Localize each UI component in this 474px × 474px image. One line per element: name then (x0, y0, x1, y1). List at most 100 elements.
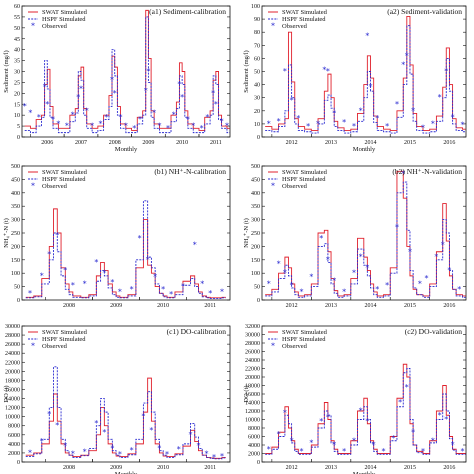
observed-point: * (326, 413, 330, 422)
y-tick-label: 14000 (5, 397, 20, 403)
observed-point: * (55, 231, 59, 240)
observed-point: * (130, 446, 134, 455)
y-tick-label: 35 (14, 59, 20, 65)
y-tick-label: 450 (11, 177, 20, 183)
observed-point: * (63, 266, 67, 275)
observed-point: * (45, 100, 49, 109)
x-tick-label: 2006 (41, 140, 53, 146)
observed-point: * (220, 287, 224, 296)
legend-label-hspf: HSPF Simulated (42, 336, 86, 343)
observed-point: * (214, 100, 218, 109)
y-tick-label: 150 (11, 258, 20, 264)
y-tick-label: 25 (14, 80, 20, 86)
observed-point: * (342, 118, 346, 127)
observed-point: * (204, 449, 208, 458)
plot-area: ******* *************** *** (265, 363, 466, 456)
legend-label-swat: SWAT Simulated (42, 9, 88, 16)
observed-point: * (110, 76, 114, 85)
x-axis-label: Monthly (353, 146, 376, 153)
observed-point: * (444, 415, 448, 424)
hspf-series-line (25, 366, 226, 460)
hspf-series-line (25, 200, 226, 299)
observed-point: * (37, 113, 41, 122)
observed-point: * (146, 67, 150, 76)
y-tick-label: 30000 (245, 333, 260, 339)
observed-point: * (326, 255, 330, 264)
observed-point: * (451, 441, 455, 450)
chart-panel-6: 0 2000 4000 6000 8000 10000 12000 14000 16000 180… (243, 324, 467, 474)
legend-label-hspf: HSPF Simulated (42, 16, 86, 23)
y-tick-label: 0 (17, 135, 20, 141)
observed-point: * (277, 117, 281, 126)
observed-point: * (40, 271, 44, 280)
hspf-series-line (265, 368, 466, 455)
y-tick-label: 150 (251, 258, 260, 264)
y-tick-label: 30000 (5, 324, 20, 330)
x-tick-label: 2008 (63, 465, 75, 471)
legend-marker-observed: * (271, 22, 275, 31)
observed-point: * (352, 122, 356, 131)
y-tick-label: 0 (17, 460, 20, 466)
observed-point: * (267, 445, 271, 454)
observed-point: * (441, 241, 445, 250)
chart-panel-5: 0 2000 4000 6000 8000 10000 12000 14000 16000 180… (3, 324, 231, 474)
panel-title: (b1) NH⁺-N-calibration (154, 167, 226, 176)
y-tick-label: 350 (251, 204, 260, 210)
observed-point: * (365, 32, 369, 41)
observed-point: * (43, 82, 47, 91)
observed-point: * (23, 102, 27, 111)
swat-series-line (265, 16, 466, 131)
y-tick-label: 450 (251, 177, 260, 183)
panel-title: (a2) Sediment-validation (387, 7, 462, 16)
y-tick-label: 18000 (5, 378, 20, 384)
legend-label-swat: SWAT Simulated (42, 169, 88, 176)
x-tick-label: 2009 (110, 303, 122, 309)
x-tick-label: 2013 (325, 303, 337, 309)
observed-point: * (425, 274, 429, 283)
y-tick-label: 26000 (245, 350, 260, 356)
y-tick-label: 0 (17, 298, 20, 304)
plot-area: * * * * * * * * * * * * * * * * * * * * * * (25, 366, 226, 462)
observed-point: * (322, 66, 326, 75)
observed-point: * (220, 452, 224, 461)
observed-point: * (153, 273, 157, 282)
x-tick-label: 2015 (404, 303, 416, 309)
y-tick-label: 10 (14, 113, 20, 119)
observed-point: * (434, 253, 438, 262)
observed-point: * (359, 407, 363, 416)
y-tick-label: 6000 (8, 433, 20, 439)
legend-label-hspf: HSPF Simulated (282, 176, 326, 183)
plot-area: * ***** ** *** *********** ***** (265, 16, 466, 134)
y-tick-label: 20 (254, 109, 260, 115)
observed-point: * (172, 111, 176, 120)
observed-point: * (193, 241, 197, 250)
observed-point: * (200, 124, 204, 133)
observed-point: * (359, 253, 363, 262)
observed-point: * (141, 412, 145, 421)
observed-point: * (438, 93, 442, 102)
chart-panel-2: 0 10 20 30 40 50 60 70 80 90 100 2012 2013 2014 2015 20… (243, 4, 467, 153)
y-tick-label: 100 (251, 4, 260, 10)
y-tick-label: 20000 (245, 375, 260, 381)
observed-point: * (191, 122, 195, 131)
observed-point: * (83, 448, 87, 457)
observed-point: * (460, 447, 464, 456)
hspf-series-line (24, 16, 230, 134)
observed-point: * (177, 445, 181, 454)
observed-point: * (460, 121, 464, 130)
y-tick-label: 40 (14, 48, 20, 54)
x-tick-label: 2015 (404, 140, 416, 146)
x-tick-label: 2011 (204, 303, 216, 309)
y-tick-label: 24000 (245, 358, 260, 364)
observed-point: * (385, 281, 389, 290)
y-tick-label: 60 (14, 4, 20, 10)
x-axis-label: Monthly (353, 471, 376, 474)
y-tick-label: 5 (17, 124, 20, 130)
y-tick-label: 500 (11, 164, 20, 170)
observed-point: * (342, 287, 346, 296)
x-tick-label: 2016 (443, 465, 455, 471)
observed-point: * (102, 269, 106, 278)
